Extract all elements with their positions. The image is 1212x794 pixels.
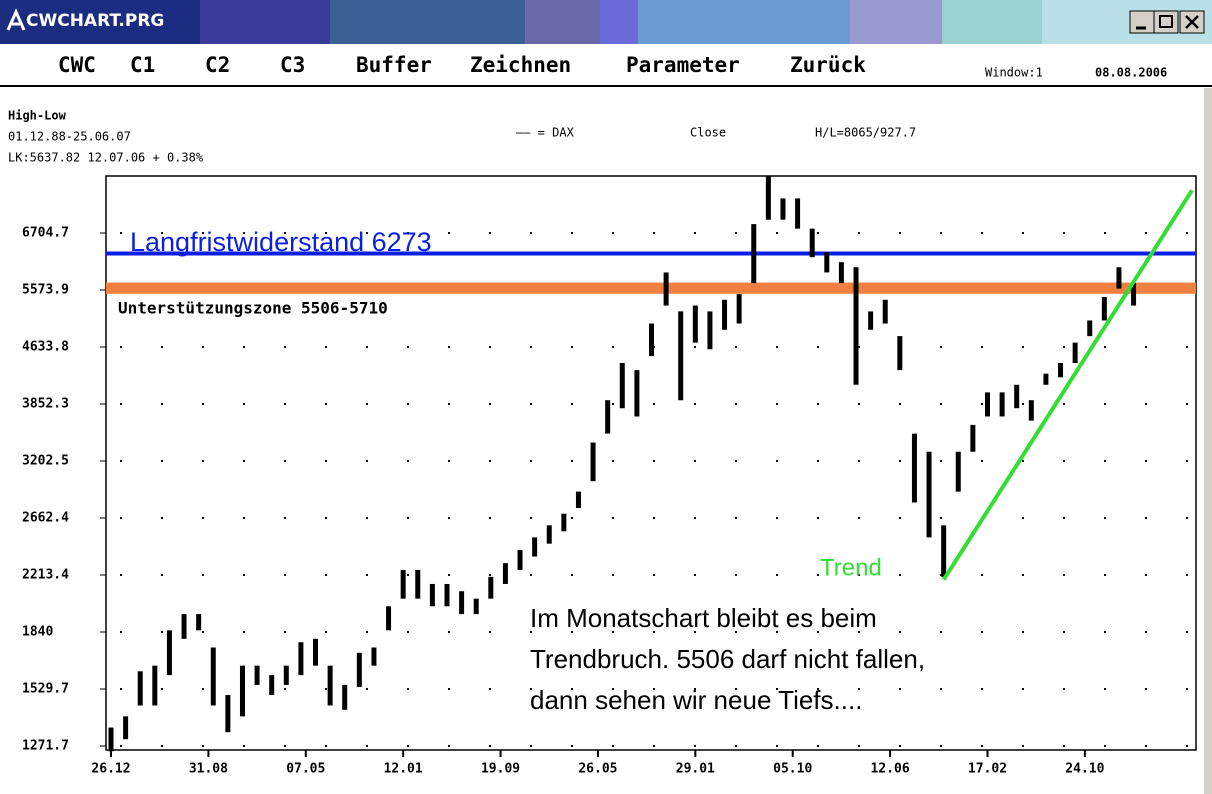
y-tick-label: 2213.4 <box>22 567 69 582</box>
trend-label: Trend <box>820 554 882 581</box>
x-tick-label: 19.09 <box>481 762 520 777</box>
menu-item[interactable]: Buffer <box>356 53 432 77</box>
menu-bar: CWC C1 C2 C3 Buffer Zeichnen Parameter Zurück <box>58 53 866 77</box>
range-label: H/L=8065/927.7 <box>815 126 916 140</box>
title-bar: CWCHART.PRG <box>0 0 1212 44</box>
support-label: Unterstützungszone 5506-5710 <box>118 299 388 318</box>
x-tick-label: 07.05 <box>286 762 325 777</box>
chart-info: LK:5637.82 12.07.06 + 0.38% <box>8 151 204 165</box>
menu-item[interactable]: Zeichnen <box>470 53 571 77</box>
field-label: Close <box>690 126 726 140</box>
menu-item[interactable]: Parameter <box>626 53 740 77</box>
status-date: 08.08.2006 <box>1095 66 1167 80</box>
minimize-button[interactable] <box>1129 10 1155 34</box>
x-tick-label: 26.12 <box>91 762 130 777</box>
y-tick-label: 5573.9 <box>22 283 69 298</box>
annotation: Trendbruch. 5506 darf nicht fallen, <box>530 644 925 674</box>
title-seg <box>525 0 600 44</box>
chart-title: High-Low <box>8 109 67 123</box>
menu-item[interactable]: C3 <box>280 53 305 77</box>
x-tick-label: 26.05 <box>578 762 617 777</box>
x-tick-label: 12.06 <box>871 762 910 777</box>
window-title: CWCHART.PRG <box>26 11 164 31</box>
x-tick-label: 29.01 <box>676 762 715 777</box>
title-seg <box>0 0 200 44</box>
x-tick-label: 05.10 <box>773 762 812 777</box>
y-tick-label: 3852.3 <box>22 396 69 411</box>
title-seg <box>942 0 1042 44</box>
chart-subtitle: 01.12.88-25.06.07 <box>8 130 131 144</box>
y-tick-label: 1529.7 <box>22 682 69 697</box>
menu-item[interactable]: CWC <box>58 53 96 77</box>
maximize-icon <box>1159 15 1173 28</box>
x-tick-label: 31.08 <box>189 762 228 777</box>
annotation: Im Monatschart bleibt es beim <box>530 603 877 633</box>
app-icon <box>6 8 26 31</box>
x-tick-label: 24.10 <box>1065 762 1104 777</box>
x-tick-label: 17.02 <box>968 762 1007 777</box>
y-tick-label: 1271.7 <box>22 739 69 754</box>
x-tick-label: 12.01 <box>384 762 423 777</box>
title-seg <box>330 0 525 44</box>
y-tick-label: 6704.7 <box>22 226 69 241</box>
annotation: dann sehen wir neue Tiefs.... <box>530 685 862 715</box>
maximize-button[interactable] <box>1153 10 1179 34</box>
title-seg <box>600 0 638 44</box>
trend-line <box>941 189 1194 581</box>
title-seg <box>638 0 850 44</box>
menu-item[interactable]: Zurück <box>790 53 866 77</box>
title-seg <box>850 0 942 44</box>
legend-entry: —— = DAX <box>516 126 575 140</box>
window-edge <box>1204 88 1212 794</box>
plot-frame <box>105 175 1197 751</box>
close-icon <box>1185 15 1199 29</box>
status-window: Window:1 <box>985 66 1043 80</box>
resistance-label: Langfristwiderstand 6273 <box>130 227 432 257</box>
y-tick-label: 4633.8 <box>22 340 69 355</box>
y-tick-label: 1840 <box>22 625 53 640</box>
support-zone <box>106 282 1196 294</box>
menu-item[interactable]: C1 <box>130 53 155 77</box>
menu-item[interactable]: C2 <box>205 53 230 77</box>
y-tick-label: 2662.4 <box>22 510 69 525</box>
title-seg <box>200 0 330 44</box>
y-tick-label: 3202.5 <box>22 454 69 469</box>
